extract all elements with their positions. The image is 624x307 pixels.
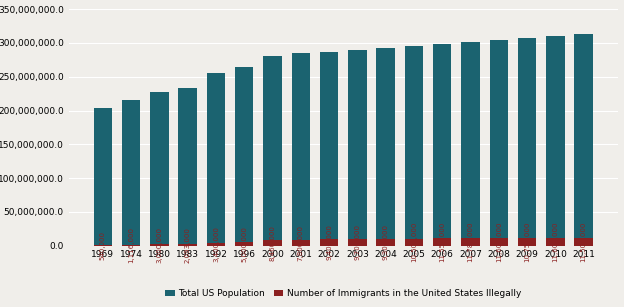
Bar (150, 243, 168, 246)
Bar (376, 239, 395, 246)
Bar (94, 108, 112, 246)
Text: 8,460,000: 8,460,000 (270, 225, 275, 261)
Text: 11,550,000: 11,550,000 (439, 222, 445, 262)
Text: 11,500,000: 11,500,000 (580, 222, 587, 262)
Bar (405, 46, 423, 246)
Bar (490, 238, 508, 246)
Text: 9,700,000: 9,700,000 (354, 224, 360, 260)
Bar (178, 87, 197, 246)
Bar (518, 238, 536, 246)
Bar (348, 50, 366, 246)
Bar (291, 53, 310, 246)
Bar (405, 239, 423, 246)
Bar (575, 238, 593, 246)
Text: 1,116,000: 1,116,000 (128, 227, 134, 263)
Bar (291, 240, 310, 246)
Bar (235, 67, 253, 246)
Bar (376, 48, 395, 246)
Text: 2,093,000: 2,093,000 (185, 227, 191, 263)
Bar (546, 238, 565, 246)
Bar (207, 73, 225, 246)
Bar (348, 239, 366, 246)
Text: 11,600,000: 11,600,000 (552, 221, 558, 262)
Text: 540,000: 540,000 (100, 231, 106, 260)
Bar (263, 240, 281, 246)
Text: 7,800,000: 7,800,000 (298, 225, 304, 261)
Text: 10,750,000: 10,750,000 (524, 222, 530, 262)
Bar (263, 56, 281, 246)
Bar (320, 239, 338, 246)
Text: 11,780,000: 11,780,000 (467, 221, 474, 262)
Text: 3,400,000: 3,400,000 (213, 227, 219, 262)
Text: 9,400,000: 9,400,000 (326, 224, 332, 260)
Bar (235, 242, 253, 246)
Bar (546, 36, 565, 246)
Text: 3,000,000: 3,000,000 (157, 227, 162, 262)
Bar (122, 245, 140, 246)
Bar (150, 91, 168, 246)
Bar (518, 37, 536, 246)
Bar (122, 100, 140, 246)
Bar (461, 42, 480, 246)
Text: 5,000,000: 5,000,000 (241, 226, 247, 262)
Bar (575, 34, 593, 246)
Bar (94, 245, 112, 246)
Bar (320, 52, 338, 246)
Text: 9,300,000: 9,300,000 (383, 224, 389, 260)
Bar (490, 40, 508, 246)
Bar (433, 238, 451, 246)
Bar (461, 238, 480, 246)
Text: 11,600,000: 11,600,000 (495, 221, 502, 262)
Text: 10,500,000: 10,500,000 (411, 222, 417, 262)
Bar (207, 243, 225, 246)
Bar (178, 244, 197, 246)
Legend: Total US Population, Number of Immigrants in the United States Illegally: Total US Population, Number of Immigrant… (162, 286, 525, 302)
Bar (433, 44, 451, 246)
